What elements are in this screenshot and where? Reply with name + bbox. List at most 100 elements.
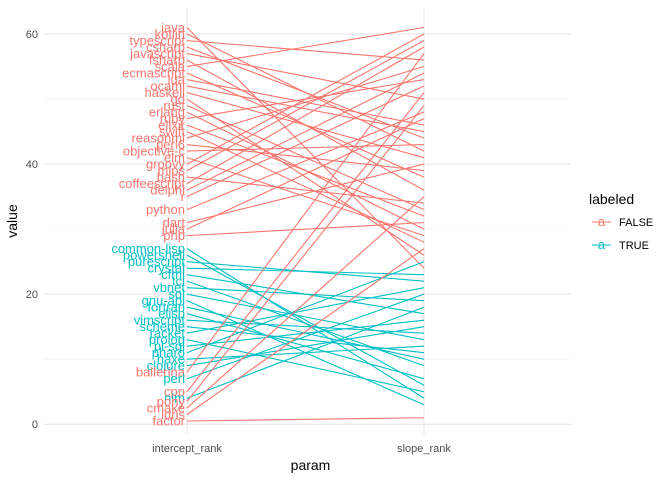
series-label-lua: lua	[168, 72, 186, 87]
legend-key-glyph: a	[598, 214, 606, 229]
x-axis-title: param	[291, 457, 331, 473]
series-label-reasonml: reasonml	[132, 131, 186, 146]
series-line-php	[186, 222, 425, 237]
series-label-common-lisp: common-lisp	[111, 241, 185, 256]
series-line-elixir	[186, 124, 425, 217]
series-label-pony: pony	[157, 394, 186, 409]
series-label-pl-sql: pl-sql	[154, 339, 185, 354]
series-label-rust: rust	[163, 98, 185, 113]
series-label-php: php	[163, 228, 185, 243]
series-label-ballerina: ballerina	[136, 365, 186, 380]
series-line-tcl	[186, 280, 425, 367]
series-line-powershell	[186, 254, 425, 386]
series-label-vbnet: vbnet	[153, 280, 185, 295]
series-label-gnu-apl: gnu-apl	[142, 293, 185, 308]
y-tick-label: 0	[32, 419, 38, 431]
series-line-sql	[186, 293, 425, 341]
series-label-powershell: powershell	[123, 248, 185, 263]
series-label-pharo: pharo	[152, 345, 185, 360]
series-label-go: go	[171, 92, 185, 107]
series-line-elm	[186, 157, 425, 237]
series-label-ecmascript: ecmascript	[122, 66, 185, 81]
legend-key-glyph: a	[598, 237, 606, 252]
series-label-kotlin: kotlin	[155, 27, 185, 42]
series-label-csharp: csharp	[146, 40, 185, 55]
series-label-fortran: fortran	[147, 300, 185, 315]
series-label-typescript: typescript	[129, 33, 185, 48]
series-label-delphi: delphi	[150, 183, 185, 198]
series-line-mips	[186, 40, 425, 172]
series-line-julia	[186, 118, 425, 230]
series-label-nim: nim	[164, 391, 185, 406]
y-axis-title: value	[4, 204, 20, 238]
series-label-elm: elm	[164, 150, 185, 165]
series-line-python	[186, 111, 425, 211]
series-label-vimscript: vimscript	[134, 313, 186, 328]
series-lines	[186, 26, 425, 422]
series-label-sql: sql	[168, 287, 185, 302]
series-line-pony	[186, 105, 425, 402]
series-line-crystal	[186, 267, 425, 276]
series-label-factor: factor	[152, 413, 185, 428]
series-line-reasonml	[186, 66, 425, 139]
series-label-fsharp: fsharp	[149, 53, 185, 68]
series-line-nim	[186, 306, 425, 399]
series-line-vbnet	[186, 287, 425, 302]
series-label-scala: scala	[155, 59, 186, 74]
series-label-elisp: elisp	[158, 306, 185, 321]
series-line-csharp	[186, 46, 425, 139]
series-label-perl: perl	[163, 371, 185, 386]
series-line-prolog	[186, 339, 425, 393]
series-label-java: java	[160, 20, 186, 35]
x-tick-label: intercept_rank	[152, 443, 222, 455]
series-line-javascript	[186, 52, 425, 100]
series-label-haskell: haskell	[145, 85, 186, 100]
series-label-objective-c: objective-c	[123, 144, 186, 159]
legend-entry-label: TRUE	[619, 240, 649, 252]
series-line-objective-c	[186, 144, 425, 152]
series-line-ballerina	[186, 53, 425, 373]
series-label-perl6: perl6	[156, 137, 185, 152]
series-label-clojure: clojure	[147, 358, 185, 373]
series-label-idris: idris	[161, 407, 185, 422]
x-tick-label: slope_rank	[397, 443, 451, 455]
series-line-vimscript	[186, 319, 425, 334]
series-label-purescript: purescript	[128, 254, 185, 269]
series-label-cmake: cmake	[147, 400, 185, 415]
series-label-scheme: scheme	[139, 319, 185, 334]
series-label-coffeescript: coffeescript	[119, 176, 186, 191]
legend-entry-label: FALSE	[619, 217, 653, 229]
series-label-prolog: prolog	[149, 332, 185, 347]
series-label-cpp: cpp	[164, 384, 185, 399]
legend: labeled a FALSE a TRUE	[589, 191, 653, 252]
series-label-elixir: elixir	[158, 118, 185, 133]
series-line-dart	[186, 163, 425, 224]
series-labels: javakotlintypescriptcsharpjavascriptfsha…	[111, 20, 185, 428]
series-line-groovy	[186, 33, 425, 165]
legend-title: labeled	[589, 191, 634, 207]
series-label-bash: bash	[157, 170, 185, 185]
series-line-cmake	[186, 196, 425, 409]
series-line-bash	[186, 176, 425, 204]
series-line-scheme	[186, 326, 425, 354]
series-line-perl	[186, 293, 425, 380]
y-tick-label: 60	[26, 29, 38, 41]
series-label-mips: mips	[158, 163, 186, 178]
series-line-ocaml	[186, 85, 425, 133]
series-line-go	[186, 98, 425, 256]
series-label-dart: dart	[163, 215, 186, 230]
y-tick-label: 40	[26, 159, 38, 171]
series-line-typescript	[186, 39, 425, 61]
series-line-coffeescript	[186, 46, 425, 185]
series-line-racket	[186, 287, 425, 334]
series-label-cfml: cfml	[161, 267, 185, 282]
series-label-ocaml: ocaml	[150, 79, 185, 94]
series-line-r	[186, 85, 425, 198]
series-label-crystal: crystal	[147, 261, 185, 276]
y-tick-label: 20	[26, 289, 38, 301]
series-line-haskell	[186, 92, 425, 159]
series-label-racket: racket	[150, 326, 186, 341]
series-label-swift: swift	[159, 124, 185, 139]
series-label-haxe: haxe	[157, 352, 185, 367]
